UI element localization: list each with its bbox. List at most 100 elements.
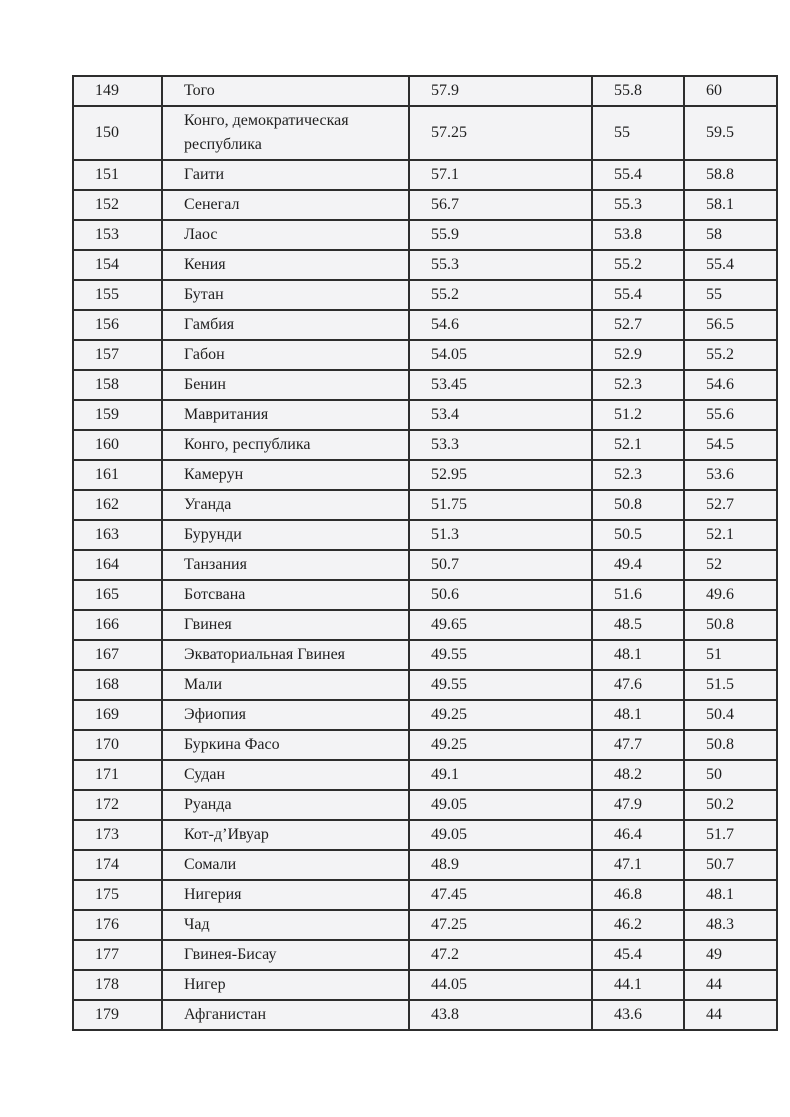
value-cell-1: 43.8 [408,999,593,1031]
value-cell-1: 49.1 [408,759,593,791]
country-cell: Сенегал [161,189,410,221]
table-row: 157 Габон 54.05 52.9 55.2 [72,339,778,371]
value-cell-2: 55.4 [591,279,685,311]
value-cell-3: 50.4 [683,699,778,731]
table-row: 179 Афганистан 43.8 43.6 44 [72,999,778,1031]
value-cell-2: 44.1 [591,969,685,1001]
value-cell-3: 55 [683,279,778,311]
rank-cell: 165 [72,579,163,611]
value-cell-1: 52.95 [408,459,593,491]
rank-cell: 177 [72,939,163,971]
value-cell-2: 47.7 [591,729,685,761]
value-cell-3: 53.6 [683,459,778,491]
value-cell-2: 46.8 [591,879,685,911]
country-cell: Габон [161,339,410,371]
value-cell-1: 57.1 [408,159,593,191]
table-row: 173 Кот-д’Ивуар 49.05 46.4 51.7 [72,819,778,851]
rank-cell: 163 [72,519,163,551]
country-cell: Лаос [161,219,410,251]
table-row: 162 Уганда 51.75 50.8 52.7 [72,489,778,521]
value-cell-2: 46.2 [591,909,685,941]
value-cell-3: 50.8 [683,609,778,641]
table-row: 172 Руанда 49.05 47.9 50.2 [72,789,778,821]
rank-cell: 156 [72,309,163,341]
rank-cell: 174 [72,849,163,881]
table-row: 152 Сенегал 56.7 55.3 58.1 [72,189,778,221]
rank-cell: 152 [72,189,163,221]
value-cell-2: 48.2 [591,759,685,791]
value-cell-3: 50.7 [683,849,778,881]
value-cell-1: 55.2 [408,279,593,311]
value-cell-3: 55.4 [683,249,778,281]
table-row: 171 Судан 49.1 48.2 50 [72,759,778,791]
country-cell: Эфиопия [161,699,410,731]
value-cell-1: 54.6 [408,309,593,341]
table-row: 155 Бутан 55.2 55.4 55 [72,279,778,311]
value-cell-1: 53.4 [408,399,593,431]
value-cell-3: 51.7 [683,819,778,851]
value-cell-1: 51.75 [408,489,593,521]
value-cell-2: 48.5 [591,609,685,641]
value-cell-2: 52.3 [591,369,685,401]
table-row: 153 Лаос 55.9 53.8 58 [72,219,778,251]
table-row: 156 Гамбия 54.6 52.7 56.5 [72,309,778,341]
country-cell: Гаити [161,159,410,191]
country-cell: Руанда [161,789,410,821]
value-cell-3: 58 [683,219,778,251]
value-cell-3: 56.5 [683,309,778,341]
table-row: 174 Сомали 48.9 47.1 50.7 [72,849,778,881]
value-cell-3: 58.1 [683,189,778,221]
value-cell-2: 53.8 [591,219,685,251]
table-row: 175 Нигерия 47.45 46.8 48.1 [72,879,778,911]
country-cell: Бенин [161,369,410,401]
rank-cell: 160 [72,429,163,461]
country-cell: Гамбия [161,309,410,341]
value-cell-3: 52.1 [683,519,778,551]
rank-cell: 150 [72,105,163,161]
country-cell: Буркина Фасо [161,729,410,761]
table-row: 165 Ботсвана 50.6 51.6 49.6 [72,579,778,611]
country-cell: Бурунди [161,519,410,551]
value-cell-3: 51 [683,639,778,671]
country-cell: Бутан [161,279,410,311]
value-cell-2: 55 [591,105,685,161]
value-cell-2: 50.8 [591,489,685,521]
value-cell-3: 49 [683,939,778,971]
value-cell-3: 44 [683,999,778,1031]
value-cell-1: 57.25 [408,105,593,161]
value-cell-3: 59.5 [683,105,778,161]
value-cell-3: 49.6 [683,579,778,611]
value-cell-1: 55.3 [408,249,593,281]
value-cell-3: 52 [683,549,778,581]
rank-cell: 173 [72,819,163,851]
table-row: 158 Бенин 53.45 52.3 54.6 [72,369,778,401]
value-cell-3: 58.8 [683,159,778,191]
value-cell-1: 57.9 [408,75,593,107]
country-cell: Танзания [161,549,410,581]
table-row: 167 Экваториальная Гвинея 49.55 48.1 51 [72,639,778,671]
value-cell-3: 55.6 [683,399,778,431]
value-cell-1: 49.05 [408,789,593,821]
rank-cell: 176 [72,909,163,941]
table-row: 151 Гаити 57.1 55.4 58.8 [72,159,778,191]
value-cell-2: 48.1 [591,639,685,671]
country-cell: Гвинея-Бисау [161,939,410,971]
value-cell-3: 60 [683,75,778,107]
table-row: 178 Нигер 44.05 44.1 44 [72,969,778,1001]
value-cell-1: 49.55 [408,639,593,671]
rank-cell: 171 [72,759,163,791]
value-cell-3: 54.6 [683,369,778,401]
value-cell-1: 49.65 [408,609,593,641]
value-cell-2: 49.4 [591,549,685,581]
value-cell-1: 49.55 [408,669,593,701]
table-row: 154 Кения 55.3 55.2 55.4 [72,249,778,281]
country-cell: Чад [161,909,410,941]
value-cell-1: 49.25 [408,699,593,731]
rank-cell: 159 [72,399,163,431]
table-row: 168 Мали 49.55 47.6 51.5 [72,669,778,701]
value-cell-2: 55.8 [591,75,685,107]
country-cell: Нигерия [161,879,410,911]
table-row: 164 Танзания 50.7 49.4 52 [72,549,778,581]
value-cell-1: 50.6 [408,579,593,611]
value-cell-2: 47.1 [591,849,685,881]
